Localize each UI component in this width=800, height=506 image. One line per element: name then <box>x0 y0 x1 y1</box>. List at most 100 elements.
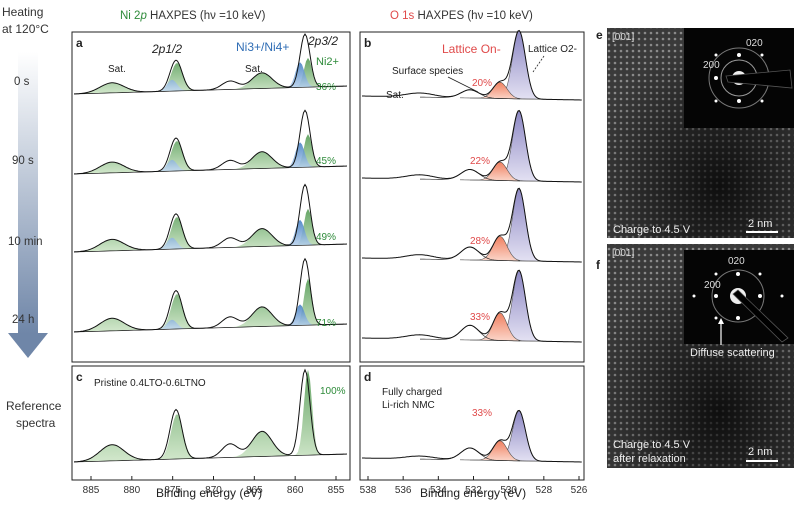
lattice-on-label: Lattice On- <box>442 42 501 56</box>
ni-blue-component-3 <box>150 304 348 330</box>
o-envelope-0 <box>362 29 582 101</box>
o-envelope-4 <box>362 409 582 463</box>
panel-label-d: d <box>364 370 372 384</box>
ni-green-component-4 <box>74 369 348 462</box>
tem-f-spot-020: 020 <box>728 256 745 267</box>
o-axis-tick-label-4: 530 <box>500 485 517 496</box>
o-pct-2: 28% <box>470 236 491 247</box>
ni-green-component-1 <box>74 134 348 174</box>
tem-f-zone: [001] <box>612 248 635 259</box>
ni-axis-tick-label-4: 865 <box>246 485 263 496</box>
ni-background-0 <box>73 85 345 95</box>
ni-axis-tick-label-2: 875 <box>164 485 181 496</box>
diffraction-inset-f <box>684 250 794 345</box>
ni-blue-component-1 <box>150 142 348 172</box>
time-label-3: 24 h <box>12 314 35 326</box>
o-x-axis-label: Binding energy (eV) <box>420 486 527 500</box>
tem-f-spot-200: 200 <box>704 280 721 291</box>
ni34-label: Ni3+/Ni4+ <box>236 40 290 54</box>
time-label-0: 0 s <box>14 76 30 88</box>
o-lattice-o2-component-1 <box>469 110 583 183</box>
lattice-o2-leader-line <box>532 55 545 73</box>
ni-envelope-4 <box>73 368 348 463</box>
o-envelope-2 <box>362 187 582 263</box>
panel-label-c: c <box>76 370 83 384</box>
ni-axis-tick-label-3: 870 <box>205 485 222 496</box>
panel-b-frame <box>359 31 585 363</box>
ni2-label: Ni2+ <box>316 56 339 68</box>
tem-e-spot-200: 200 <box>703 60 720 71</box>
ni-green-component-2 <box>74 208 348 252</box>
panel-label-b: b <box>364 36 372 50</box>
o-envelope-3 <box>362 269 582 343</box>
ni-axis-tick-label-0: 885 <box>83 485 100 496</box>
ni-axis-tick-label-5: 860 <box>287 485 304 496</box>
o-panel-title: O 1s HAXPES (hν =10 keV) <box>390 10 533 22</box>
ni-reference-text: Pristine 0.4LTO-0.6LTNO <box>94 378 206 389</box>
o-sat-label: Sat. <box>386 90 404 101</box>
o-axis-tick-label-5: 528 <box>535 485 552 496</box>
time-label-1: 90 s <box>12 155 34 167</box>
o-pct-1: 22% <box>470 156 491 167</box>
ni-panel-title: Ni 2p HAXPES (hν =10 keV) <box>120 10 266 22</box>
panel-label-a: a <box>76 36 83 50</box>
time-label-2: 10 min <box>8 236 43 248</box>
o-envelope-1 <box>362 109 582 183</box>
tem-f-annotation: Diffuse scattering <box>690 347 775 359</box>
panel-label-e: e <box>596 28 603 42</box>
surface-species-label: Surface species <box>392 66 464 77</box>
ni-pct-1: 45% <box>316 156 337 167</box>
ni-blue-component-0 <box>150 62 348 92</box>
o-axis-tick-label-3: 532 <box>465 485 482 496</box>
ni-envelope-2 <box>73 183 348 253</box>
ni-pct-3: 71% <box>316 318 337 329</box>
tem-f-caption: Charge to 4.5 V after relaxation <box>613 439 691 465</box>
o-reference-text: Fully charged Li-rich NMC <box>382 387 443 411</box>
ni-pct-0: 36% <box>316 82 337 93</box>
ni-sat-label-2: Sat. <box>245 64 263 75</box>
surface-leader-line <box>447 76 479 93</box>
ni-background-4 <box>73 453 345 463</box>
panel-c-frame <box>71 365 351 481</box>
o-pct-3: 33% <box>470 312 491 323</box>
o-axis-tick-label-0: 538 <box>360 485 377 496</box>
ni-x-axis-label: Binding energy (eV) <box>156 486 263 500</box>
o-lattice-o2-component-3 <box>469 270 583 343</box>
tem-e-spot-020: 020 <box>746 38 763 49</box>
diffraction-inset-e <box>684 28 794 128</box>
ni-background-2 <box>73 243 345 253</box>
o-axis-tick-label-2: 534 <box>430 485 447 496</box>
reference-label: Reference spectra <box>6 399 62 430</box>
panel-d-frame <box>359 365 585 481</box>
o-lattice-o2-component-2 <box>469 188 583 263</box>
tem-e-caption: Charge to 4.5 V <box>613 224 691 236</box>
ni-pct-2: 49% <box>316 232 337 243</box>
ni-sat-label-1: Sat. <box>108 64 126 75</box>
ni-background-1 <box>73 165 345 175</box>
o-axis-tick-label-6: 526 <box>571 485 588 496</box>
tem-e-zone: [001] <box>612 32 635 43</box>
ni-blue-component-2 <box>150 219 348 250</box>
ni-background-3 <box>73 323 345 333</box>
ni-2p-three-half-label: 2p3/2 <box>308 34 339 48</box>
heating-label: Heating at 120°C <box>2 5 49 36</box>
o-pct-0: 20% <box>472 78 493 89</box>
tem-e-scale-label: 2 nm <box>748 218 773 230</box>
heating-arrow-shaft <box>18 52 38 334</box>
tem-f-scale-label: 2 nm <box>748 446 773 458</box>
heating-arrow-head <box>8 333 48 358</box>
panel-a-frame <box>71 31 351 363</box>
ni-2p-half-label: 2p1/2 <box>152 42 183 56</box>
lattice-o2-label: Lattice O2- <box>528 44 577 55</box>
ni-green-component-3 <box>74 278 348 332</box>
ni-axis-tick-label-6: 855 <box>328 485 345 496</box>
o-pct-4: 33% <box>472 408 493 419</box>
ni-axis-tick-label-1: 880 <box>123 485 140 496</box>
ni-envelope-1 <box>74 109 348 175</box>
ni-envelope-0 <box>74 33 348 95</box>
ni-envelope-3 <box>73 257 348 333</box>
ni-pct-4: 100% <box>320 386 346 397</box>
o-axis-tick-label-1: 536 <box>395 485 412 496</box>
panel-label-f: f <box>596 258 600 272</box>
